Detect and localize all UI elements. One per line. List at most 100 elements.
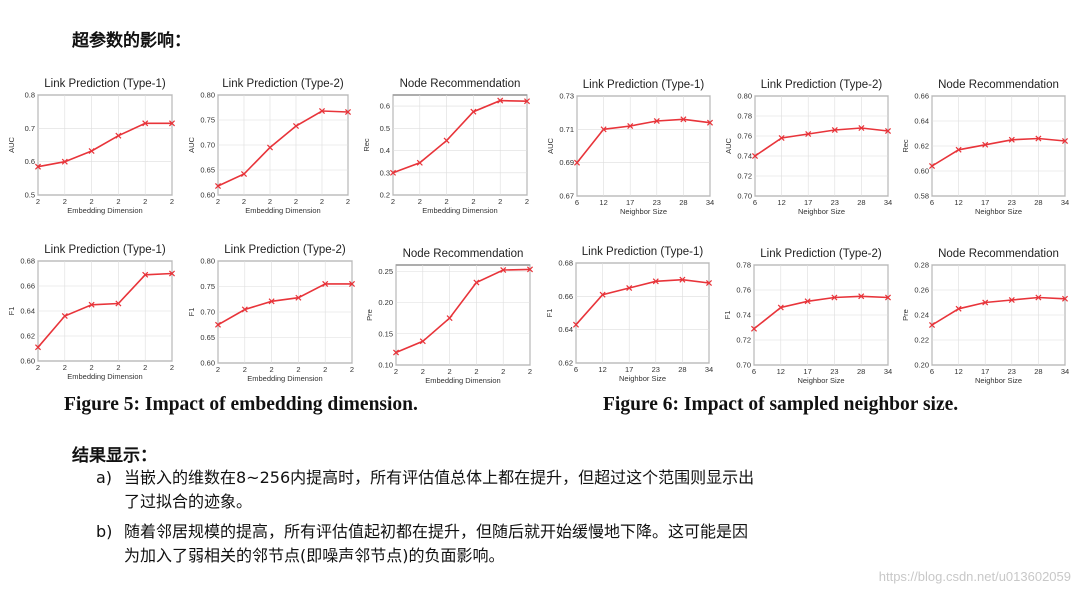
data-point-marker [600,126,607,133]
x-tick-label: 34 [706,198,714,207]
x-tick-label: 6 [930,198,934,207]
x-tick-label: 2 [418,197,422,206]
y-tick-label: 0.67 [559,192,574,201]
data-point-marker [751,152,759,160]
data-point-marker [142,271,149,278]
data-point-marker [572,321,580,328]
y-tick-label: 0.65 [200,166,215,175]
y-tick-label: 0.70 [737,192,752,201]
x-axis-label: Embedding Dimension [425,376,500,385]
data-point-marker [982,141,989,148]
item-a-marker: a) [96,468,113,487]
y-tick-label: 0.60 [200,191,215,200]
chart-title: Node Recommendation [400,78,521,90]
y-tick-label: 0.28 [914,261,929,270]
x-tick-label: 2 [216,197,220,206]
data-point-marker [295,294,302,301]
x-tick-label: 2 [346,197,350,206]
data-point-marker [804,298,811,305]
y-tick-label: 0.62 [558,359,573,368]
data-point-marker [348,280,356,287]
x-tick-label: 12 [777,367,785,376]
data-point-marker [344,108,352,116]
x-tick-label: 23 [653,198,661,207]
y-tick-label: 0.80 [200,91,215,100]
data-point-marker [626,284,633,292]
x-tick-label: 34 [884,367,892,376]
x-tick-label: 28 [679,198,687,207]
y-tick-label: 0.66 [558,292,573,301]
x-tick-label: 2 [498,197,502,206]
item-b-line2: 为加入了弱相关的邻节点(即噪声邻节点)的负面影响。 [124,546,505,565]
data-point-marker [573,159,581,166]
y-tick-label: 0.6 [25,157,35,166]
y-axis-label: F1 [187,308,196,317]
x-tick-label: 28 [857,367,865,376]
x-tick-label: 17 [981,367,989,376]
data-point-marker [705,279,713,287]
y-tick-label: 0.70 [200,308,215,317]
x-tick-label: 2 [116,363,120,372]
data-point-marker [955,305,962,312]
x-tick-label: 6 [753,198,757,207]
item-b-marker: b) [96,522,113,541]
series-line [217,110,349,187]
x-tick-label: 28 [857,198,865,207]
y-tick-label: 0.69 [559,158,574,167]
data-point-marker [523,98,531,105]
results-title: 结果显示： [72,446,157,466]
x-tick-label: 34 [1061,198,1069,207]
x-tick-label: 2 [36,363,40,372]
series-line [753,295,889,330]
data-point-marker [142,120,149,127]
series-line [576,118,711,164]
x-tick-label: 28 [678,365,686,374]
data-point-marker [858,124,865,132]
x-tick-label: 2 [170,363,174,372]
data-point-marker [240,170,248,178]
data-point-marker [500,266,507,274]
data-point-marker [680,116,687,123]
y-tick-label: 0.64 [914,117,929,126]
x-tick-label: 2 [242,197,246,206]
data-point-marker [627,122,634,130]
data-point-marker [443,137,450,144]
chart-title: Link Prediction (Type-1) [583,79,705,91]
data-point-marker [599,291,606,298]
x-tick-label: 2 [391,197,395,206]
data-point-marker [88,147,95,155]
chart-title: Link Prediction (Type-1) [44,244,166,256]
x-axis-label: Embedding Dimension [245,206,320,215]
data-point-marker [982,299,989,306]
x-tick-label: 6 [574,365,578,374]
y-tick-label: 0.5 [380,124,390,133]
figure6-caption: Figure 6: Impact of sampled neighbor siz… [603,394,959,415]
y-tick-label: 0.73 [559,92,574,101]
y-axis-label: Pre [901,309,910,321]
x-tick-label: 2 [394,367,398,376]
chart-title: Link Prediction (Type-1) [44,78,166,90]
y-tick-label: 0.3 [380,168,390,177]
y-axis-label: F1 [7,307,16,316]
data-point-marker [446,315,453,322]
y-tick-label: 0.20 [378,298,393,307]
data-point-marker [214,182,222,190]
chart-title: Node Recommendation [938,79,1059,91]
y-tick-label: 0.72 [737,172,752,181]
x-tick-label: 2 [323,365,327,374]
figure5-caption: Figure 5: Impact of embedding dimension. [64,394,418,415]
data-point-marker [470,108,477,115]
x-tick-label: 23 [830,367,838,376]
y-tick-label: 0.2 [380,191,390,200]
x-tick-label: 2 [90,363,94,372]
y-tick-label: 0.66 [914,92,929,101]
y-tick-label: 0.10 [378,361,393,370]
x-axis-label: Neighbor Size [975,207,1022,216]
data-point-marker [419,338,426,345]
x-tick-label: 2 [170,197,174,206]
x-tick-label: 17 [981,198,989,207]
data-point-marker [884,294,892,301]
series-line [931,137,1066,167]
x-tick-label: 12 [954,198,962,207]
y-axis-label: Rec [901,139,910,153]
